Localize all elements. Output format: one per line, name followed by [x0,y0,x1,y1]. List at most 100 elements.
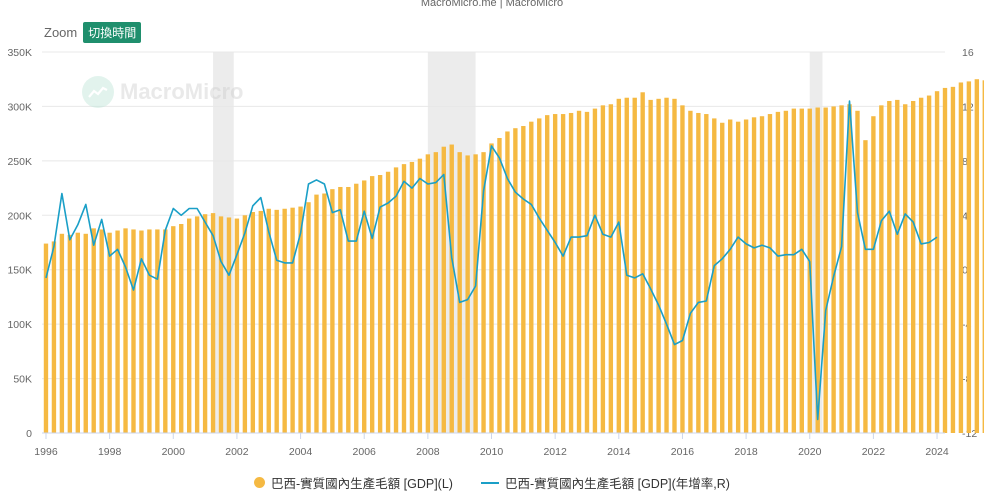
gdp-bar [274,209,279,433]
gdp-bar [966,81,972,434]
gdp-bar [696,112,701,434]
gdp-bar [672,98,677,434]
gdp-bar [393,167,399,434]
gdp-bar [497,137,502,434]
watermark-text: MacroMicro [120,79,244,104]
gdp-bar [258,210,263,433]
gdp-bar [147,229,152,433]
y-right-tick-label: 8 [962,156,968,168]
bar-swatch-icon [254,477,266,488]
x-tick-label: 2014 [607,446,631,458]
gdp-bar [433,152,439,434]
x-tick-label: 2020 [798,446,822,458]
gdp-bar [234,218,240,433]
legend-item-gdp-yoy[interactable]: 巴西-實質國內生產毛額 [GDP](年增率,R) [480,473,730,492]
gdp-bar [823,107,828,433]
gdp-bar [51,241,57,433]
x-tick-label: 2004 [289,446,313,458]
gdp-bar [171,226,176,433]
gdp-bar [91,228,96,433]
gdp-bar [910,100,916,433]
gdp-bar [648,99,653,433]
y-right-tick-label: -12 [962,428,977,440]
gdp-bar [903,104,908,433]
y-right-tick-label: 16 [962,47,974,59]
gdp-bar [99,229,104,433]
gdp-bar [481,152,486,434]
gdp-bar [751,117,757,434]
gdp-bar [322,193,327,433]
gdp-bar [934,91,940,433]
gdp-bar [449,144,454,433]
y-left-tick-label: 250K [7,156,32,168]
gdp-bar [409,161,415,433]
gdp-bar [83,233,88,433]
gdp-bar [473,154,478,433]
gdp-yoy-line [45,100,938,421]
gdp-bar [815,107,820,433]
gdp-bar [250,212,256,433]
gdp-bar [489,143,494,433]
y-right-tick-label: 0 [962,265,968,277]
gdp-bar [186,218,192,433]
gdp-bar [871,116,876,434]
y-left-tick-label: 300K [7,101,32,113]
gdp-bar [656,98,661,434]
gdp-bar [879,105,884,433]
gdp-bar [958,82,964,433]
gdp-bar [513,128,518,433]
gdp-bar [417,158,423,433]
gdp-bar [568,112,574,434]
gdp-bar [401,164,407,433]
gdp-bar [537,118,542,433]
y-left-tick-label: 50K [13,374,32,386]
gdp-bar [926,95,932,434]
x-tick-label: 1998 [98,446,122,458]
gdp-bar [863,140,868,433]
gdp-bar [131,229,136,433]
gdp-bar [552,114,558,433]
gdp-bar [624,97,629,433]
gdp-bar [576,110,582,433]
gdp-bar [895,99,900,433]
gdp-bar [680,105,685,433]
x-tick-label: 2018 [734,446,758,458]
gdp-bar [529,121,534,433]
legend-item-gdp[interactable]: 巴西-實質國內生產毛額 [GDP](L) [254,473,453,492]
gdp-bar [67,234,73,433]
x-tick-label: 2006 [353,446,377,458]
gdp-bar [791,108,797,433]
gdp-bar [720,122,725,433]
gdp-bar [43,243,49,433]
gdp-bar [354,183,359,433]
x-tick-label: 2012 [543,446,567,458]
gdp-bar [362,180,367,433]
x-tick-label: 2024 [925,446,949,458]
chart-legend: 巴西-實質國內生產毛額 [GDP](L) 巴西-實質國內生產毛額 [GDP](年… [0,473,984,492]
gdp-bar [767,114,773,433]
gdp-bar [712,118,717,433]
gdp-bar [743,119,749,434]
gdp-bar [163,229,168,433]
gdp-bar [974,79,980,433]
line-swatch-icon [480,481,499,484]
y-right-tick-label: 4 [962,210,968,222]
gdp-bar [759,116,765,434]
gdp-bar [202,214,208,433]
gdp-bar [75,232,80,433]
gdp-bar [545,115,550,433]
gdp-bar [194,216,200,433]
x-tick-label: 2010 [480,446,504,458]
gdp-bar [338,186,343,433]
gdp-bar [330,189,335,433]
y-left-tick-label: 0 [26,428,32,440]
zoom-label: Zoom [44,25,78,40]
gdp-bar [266,208,271,433]
gdp-bar [855,110,860,433]
gdp-bar [600,105,606,433]
gdp-bar [942,87,948,434]
switch-time-button[interactable]: 切換時間 [83,22,142,43]
gdp-bar [242,215,248,433]
gdp-bar [688,110,693,433]
gdp-bar [664,97,669,433]
